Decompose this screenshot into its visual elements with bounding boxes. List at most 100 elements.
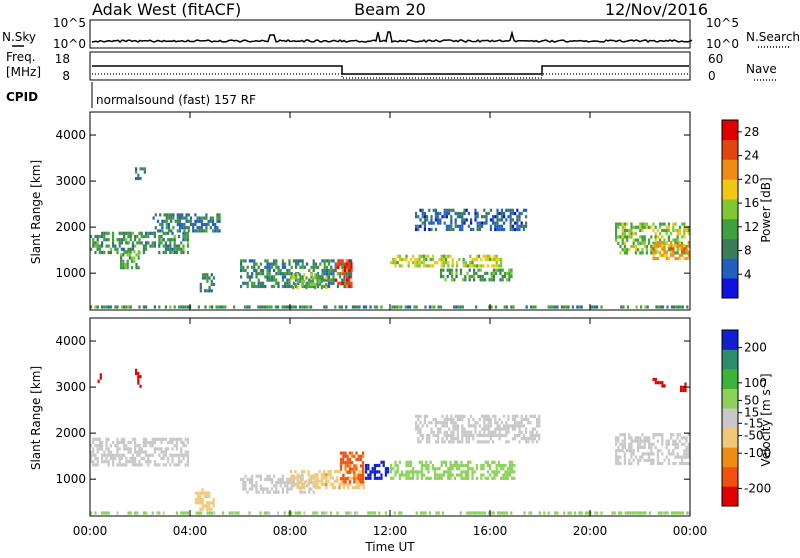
data-cell [116, 447, 119, 451]
data-cell [508, 275, 511, 279]
data-cell [461, 414, 464, 418]
data-cell [390, 261, 393, 265]
data-cell [619, 235, 622, 239]
data-cell [667, 238, 670, 242]
data-cell [178, 305, 181, 309]
data-cell [437, 211, 440, 216]
data-cell [478, 430, 481, 434]
data-cell [169, 463, 172, 467]
data-cell [376, 470, 379, 474]
data-cell [325, 282, 328, 286]
data-cell [489, 424, 492, 428]
data-cell [131, 453, 134, 457]
data-cell [151, 437, 154, 441]
data-cell [167, 244, 170, 248]
data-cell [511, 460, 514, 464]
data-cell [334, 470, 337, 474]
data-cell [450, 227, 453, 232]
data-cell [318, 282, 321, 286]
data-cell [639, 235, 642, 239]
data-cell [687, 445, 690, 450]
data-cell [275, 487, 278, 491]
data-cell [257, 278, 260, 282]
data-cell [476, 440, 479, 444]
data-cell [518, 215, 521, 219]
data-cell [400, 511, 403, 515]
data-cell [373, 511, 376, 515]
data-cell [186, 463, 189, 467]
data-cell [140, 456, 143, 461]
data-cell [137, 266, 140, 270]
data-cell [435, 511, 438, 515]
data-cell [503, 433, 506, 438]
data-cell [312, 490, 315, 494]
data-cell [140, 463, 143, 467]
data-cell [123, 447, 126, 451]
data-cell [672, 442, 675, 446]
colorbar-tick-label: 16 [744, 196, 759, 210]
data-cell [674, 445, 677, 450]
data-cell [648, 442, 651, 446]
data-cell [120, 256, 123, 260]
data-cell [486, 463, 489, 468]
data-cell [331, 486, 334, 490]
data-cell [419, 414, 422, 418]
data-cell [500, 227, 503, 232]
data-cell [255, 268, 258, 273]
data-cell [365, 305, 368, 309]
data-cell [244, 268, 247, 273]
data-cell [164, 437, 167, 441]
data-cell [532, 305, 535, 309]
data-cell [471, 467, 474, 471]
data-cell [417, 227, 420, 232]
data-cell [244, 281, 247, 285]
data-cell [525, 440, 528, 444]
data-cell [511, 414, 514, 418]
data-cell [431, 264, 434, 268]
data-cell [486, 460, 489, 464]
data-cell [518, 227, 521, 232]
data-cell [685, 449, 688, 453]
data-cell [142, 511, 145, 515]
data-cell [135, 371, 138, 376]
data-cell [92, 440, 95, 445]
data-cell [357, 473, 360, 478]
data-cell [129, 247, 132, 251]
data-cell [462, 261, 465, 265]
data-cell [630, 445, 633, 450]
data-cell [447, 470, 450, 474]
data-cell [284, 484, 287, 488]
data-cell [659, 381, 662, 385]
data-cell [281, 474, 284, 478]
data-cell [470, 424, 473, 428]
data-cell [378, 476, 381, 480]
data-cell [98, 244, 101, 248]
data-cell [496, 424, 499, 428]
data-cell [525, 305, 528, 309]
data-cell [432, 208, 435, 212]
data-cell [491, 470, 494, 474]
data-cell [511, 463, 514, 468]
data-cell [685, 452, 688, 456]
data-cell [450, 208, 453, 212]
data-cell [666, 511, 669, 515]
data-cell [129, 511, 132, 515]
data-cell [264, 487, 267, 491]
data-cell [120, 262, 123, 267]
data-cell [665, 250, 668, 254]
data-cell [206, 276, 209, 280]
data-cell [661, 247, 664, 251]
data-cell [482, 463, 485, 468]
data-cell [355, 457, 358, 462]
data-cell [118, 440, 121, 445]
data-cell [489, 467, 492, 471]
data-cell [140, 234, 143, 239]
data-cell [514, 221, 517, 225]
data-cell [200, 226, 204, 230]
data-cell [450, 433, 453, 438]
data-cell [654, 247, 657, 251]
data-cell [505, 430, 508, 434]
colorbar-tick-label: 100 [744, 376, 767, 390]
data-cell [251, 272, 254, 276]
data-cell [295, 262, 298, 266]
